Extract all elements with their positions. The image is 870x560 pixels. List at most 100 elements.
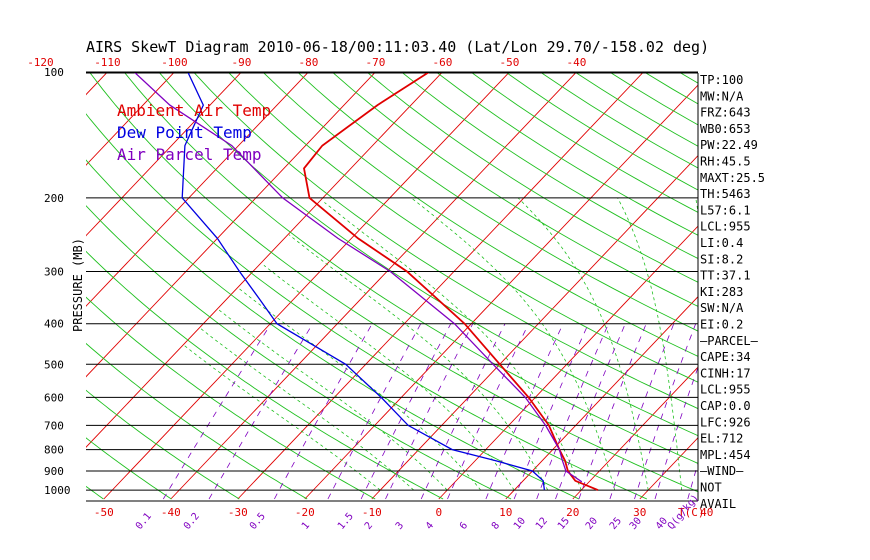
- dry-adiabat-line: [471, 73, 698, 213]
- mixing-ratio-line: [447, 323, 529, 500]
- sounding-index-label: SW:N/A: [700, 301, 744, 315]
- dry-adiabat-line: [86, 485, 104, 500]
- bottom-axis-unit: T(C): [678, 506, 705, 519]
- pressure-tick-label: 100: [44, 66, 64, 79]
- sounding-index-label: LI:0.4: [700, 236, 743, 250]
- dry-adiabat-line: [86, 389, 240, 500]
- mixing-ratio-label: 1.5: [336, 511, 356, 532]
- sounding-index-label: TH:5463: [700, 187, 751, 201]
- sounding-index-label: EI:0.2: [700, 318, 743, 332]
- mixing-ratio-label: 12: [534, 516, 550, 532]
- sounding-index-label: WB0:653: [700, 122, 751, 136]
- isotherm-line: [103, 73, 510, 500]
- bottom-temp-tick-label: -30: [228, 506, 248, 519]
- mixing-ratio-line: [327, 323, 422, 500]
- bottom-temp-tick-label: 0: [435, 506, 442, 519]
- sounding-series: [134, 73, 599, 491]
- legend-entry: Ambient Air Temp: [117, 101, 271, 120]
- legend-entry: Air Parcel Temp: [117, 145, 262, 164]
- dry-adiabat-line: [402, 73, 698, 260]
- moist-adiabat-line: [288, 234, 549, 491]
- sounding-index-label: EL:712: [700, 432, 743, 446]
- mixing-ratio-line: [513, 323, 589, 500]
- sounding-index-label: —PARCEL—: [700, 334, 759, 348]
- pressure-tick-label: 900: [44, 465, 64, 478]
- dry-adiabat-line: [159, 73, 698, 437]
- dry-adiabat-line: [89, 73, 698, 493]
- isotherm-line: [505, 296, 698, 500]
- top-temp-tick-label: -110: [94, 56, 121, 69]
- isotherm-line: [774, 72, 870, 499]
- pressure-tick-label: 1000: [44, 484, 71, 497]
- mixing-ratio-line: [274, 323, 373, 500]
- moist-adiabat-line: [324, 202, 582, 491]
- series-line-dew-point-temp: [181, 73, 546, 491]
- dry-adiabat-line: [86, 437, 172, 500]
- dry-adiabat-line: [297, 73, 698, 332]
- top-temp-tick-label: -60: [433, 56, 453, 69]
- top-temp-tick-label: -100: [161, 56, 188, 69]
- sounding-index-label: SI:8.2: [700, 252, 743, 266]
- dry-adiabat-line: [645, 73, 698, 105]
- isotherm-line: [0, 72, 40, 499]
- mixing-ratio-label: 25: [608, 516, 624, 532]
- mixing-ratio-label: 0.1: [134, 511, 154, 532]
- bottom-temp-tick-label: -40: [161, 506, 181, 519]
- pressure-gridlines: [86, 71, 699, 502]
- top-temp-tick-label: -40: [567, 56, 587, 69]
- isotherm-line: [86, 73, 242, 237]
- mixing-ratio-line: [555, 323, 626, 500]
- mixing-ratio-label: 0.2: [182, 511, 202, 532]
- bottom-temp-tick-label: 30: [633, 506, 646, 519]
- dry-adiabat-line: [506, 73, 698, 191]
- dry-adiabat-line: [86, 342, 308, 500]
- dry-adiabat-line: [86, 250, 444, 500]
- top-temp-tick-label: -80: [299, 56, 319, 69]
- isotherm-line: [170, 73, 577, 500]
- isotherm-line: [86, 73, 175, 166]
- mixing-ratio-label: 3: [394, 520, 406, 532]
- isotherm-line: [86, 73, 443, 448]
- isotherm-line: [841, 72, 870, 499]
- mixing-ratio-label: 10: [512, 516, 528, 532]
- pressure-tick-label: 400: [44, 318, 64, 331]
- isotherm-line: [572, 366, 698, 500]
- isotherm-line: [86, 73, 309, 307]
- bottom-temp-tick-label: 10: [499, 506, 512, 519]
- isotherm-line: [237, 73, 644, 500]
- sounding-index-label: MPL:454: [700, 448, 751, 462]
- dry-adiabat-line: [124, 73, 698, 464]
- mixing-ratio-line: [208, 323, 314, 500]
- top-temp-tick-label: -70: [366, 56, 386, 69]
- sounding-index-label: TP:100: [700, 73, 743, 87]
- series-line-air-parcel-temp: [134, 73, 583, 483]
- sounding-index-label: L57:6.1: [700, 203, 751, 217]
- moist-adiabat-line: [183, 344, 381, 491]
- isotherm-line: [371, 154, 698, 500]
- dry-adiabat-line: [228, 73, 698, 383]
- mixing-ratio-label: 2: [363, 520, 375, 532]
- sounding-index-label: AVAIL: [700, 497, 736, 511]
- sounding-index-label: NOT: [700, 481, 722, 495]
- pressure-tick-label: 700: [44, 419, 64, 432]
- bottom-temp-tick-label: -20: [295, 506, 315, 519]
- moist-adiabat-line: [617, 197, 683, 491]
- pressure-tick-label: 500: [44, 358, 64, 371]
- legend-entry: Dew Point Temp: [117, 123, 252, 142]
- sounding-index-label: LCL:955: [700, 220, 751, 234]
- pressure-tick-label: 600: [44, 391, 64, 404]
- mixing-ratio-label: 6: [458, 520, 470, 532]
- bottom-temp-tick-label: -10: [362, 506, 382, 519]
- mixing-ratio-line: [385, 323, 474, 500]
- bottom-temp-tick-label: 20: [566, 506, 579, 519]
- isotherm-line: [438, 225, 698, 500]
- mixing-ratio-label: 20: [584, 516, 600, 532]
- pressure-tick-label: 800: [44, 444, 64, 457]
- mixing-ratio-line: [536, 323, 609, 500]
- sounding-index-label: LCL:955: [700, 383, 751, 397]
- sounding-index-label: TT:37.1: [700, 269, 751, 283]
- mixing-ratio-line: [360, 323, 452, 500]
- bottom-temp-tick-label: -50: [94, 506, 114, 519]
- sounding-indices-panel: TP:100 MW:N/A FRZ:643 WB0:653 PW:22.49 RH:45.…: [700, 73, 765, 511]
